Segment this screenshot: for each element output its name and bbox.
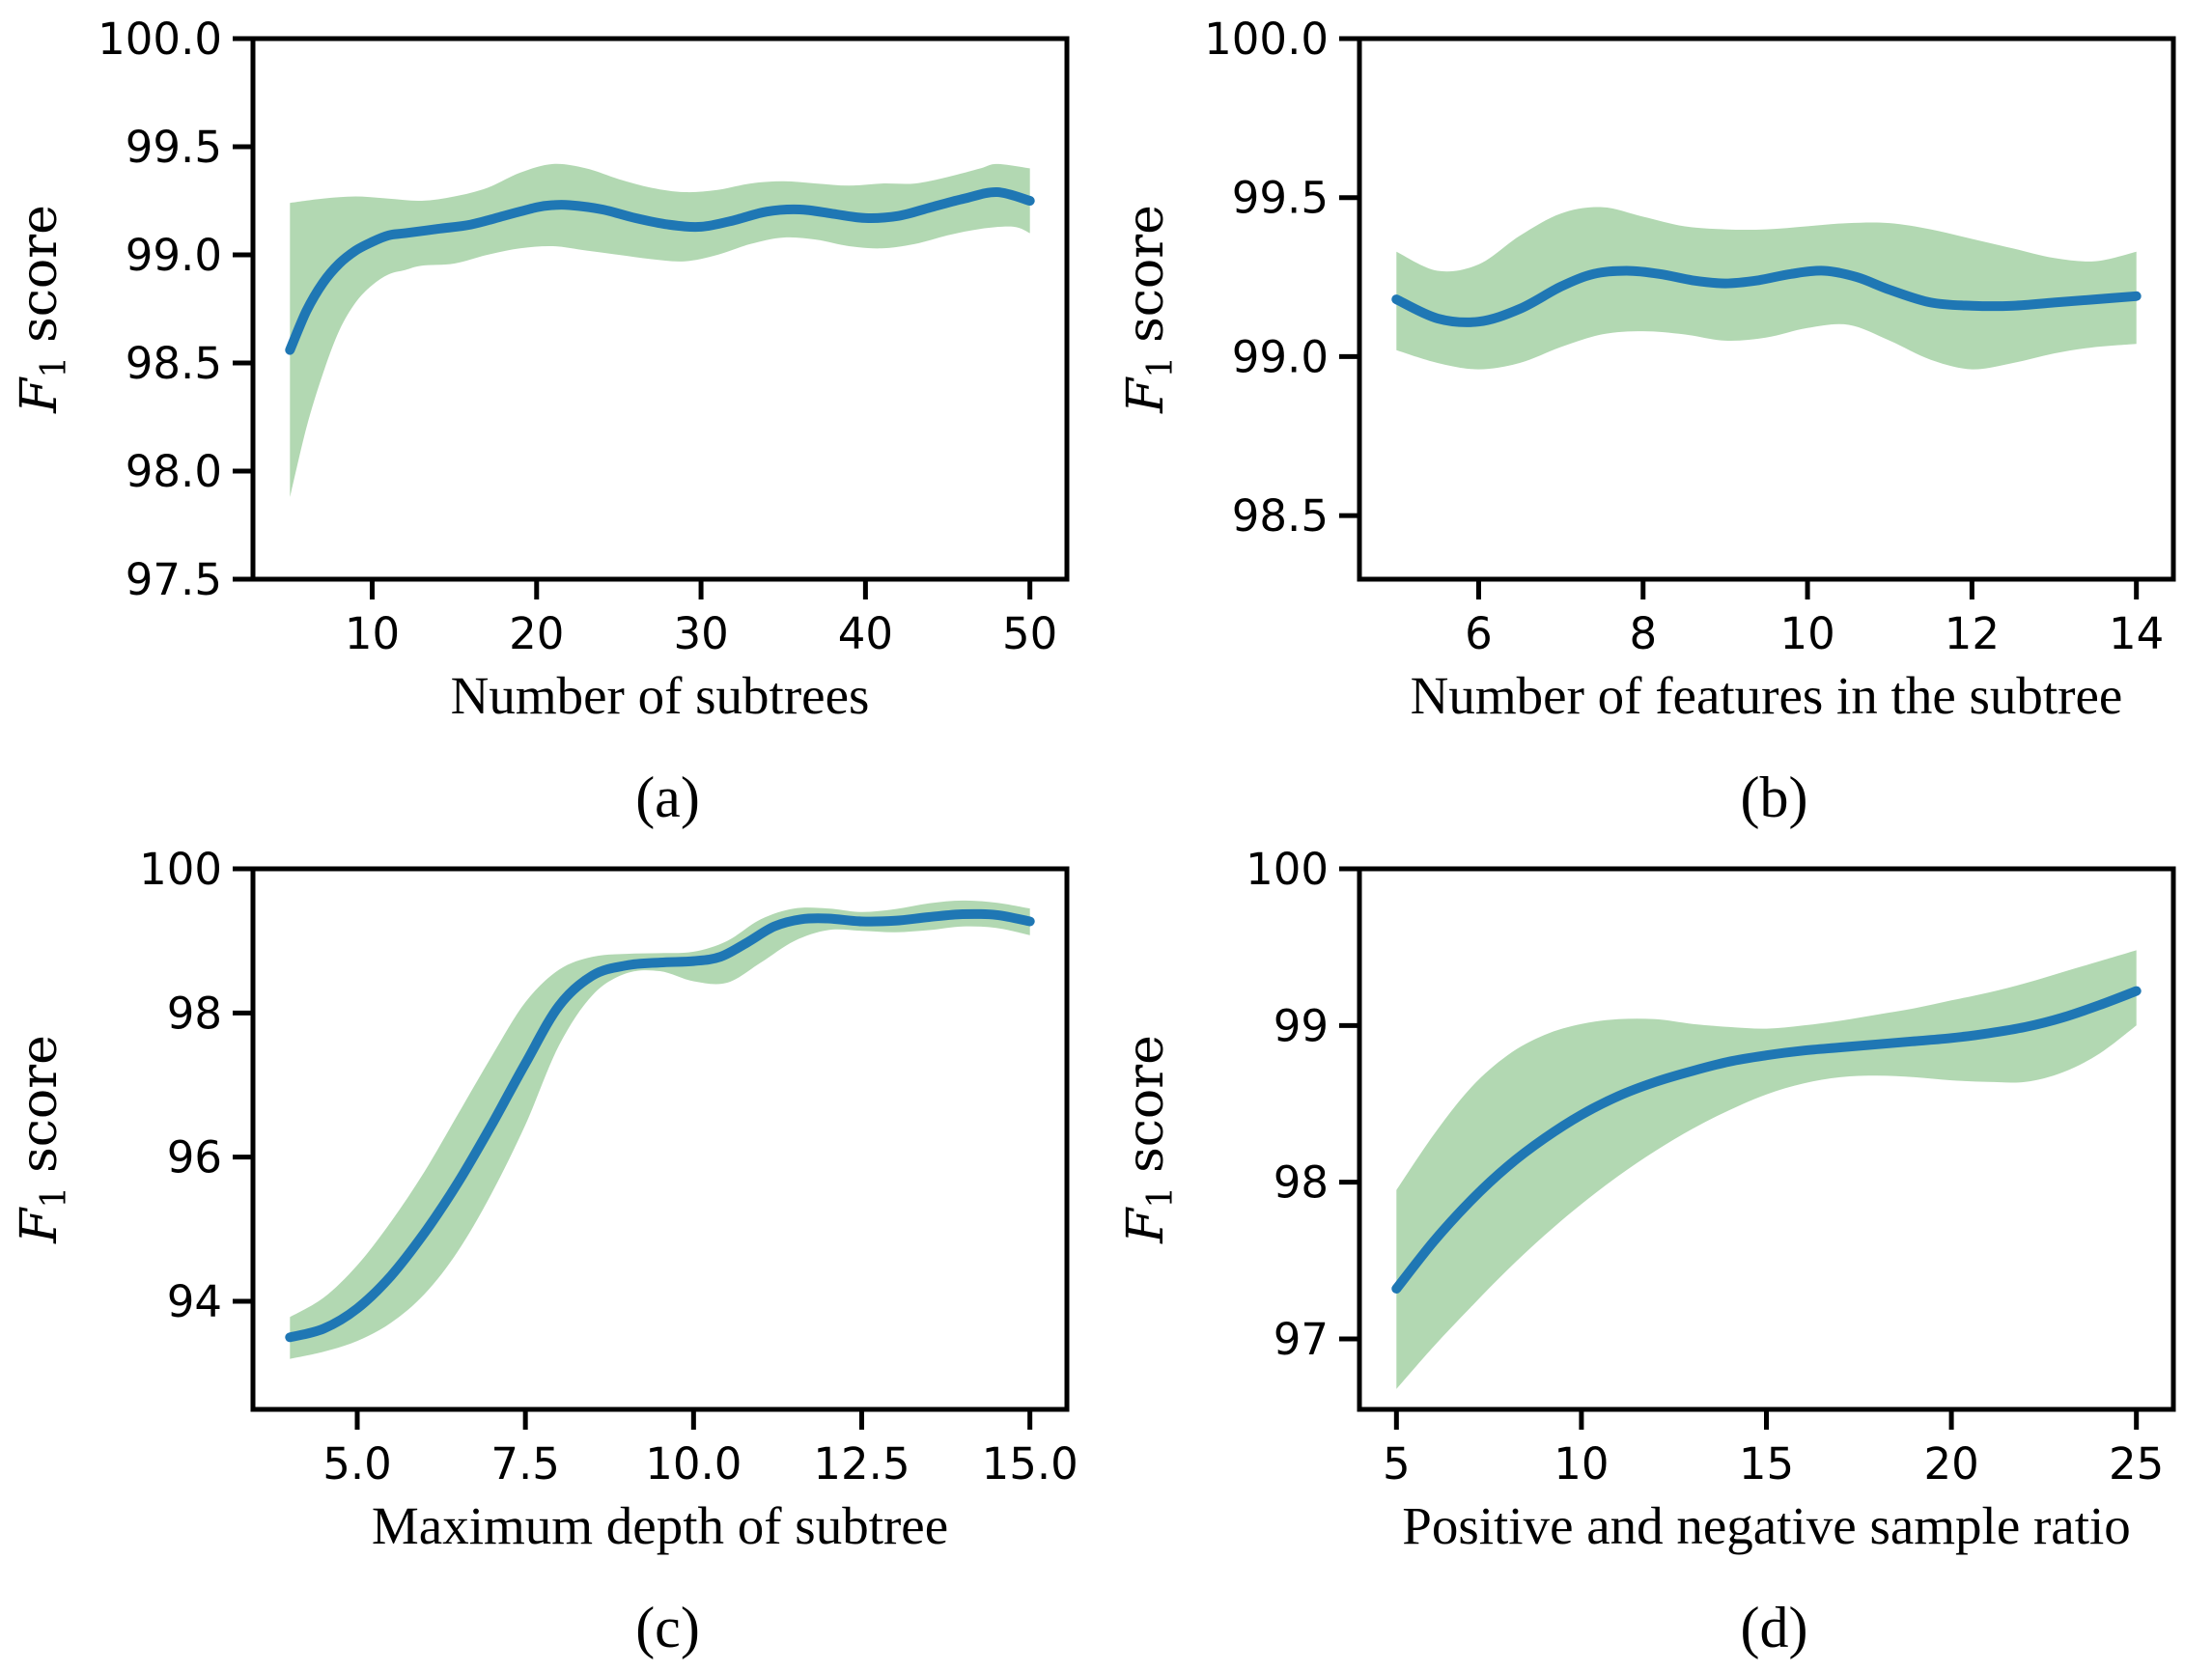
axes-frame: [250, 866, 1070, 1412]
tick-label: 97: [1274, 1314, 1329, 1365]
tick-label: 20: [509, 608, 564, 659]
y-axis-label: F1score: [1117, 205, 1181, 414]
tick-label: 98: [1274, 1157, 1329, 1209]
y-axis-label: F1score: [1117, 1035, 1181, 1244]
tick-label: 99.5: [126, 122, 222, 173]
tick-label: 5: [1383, 1438, 1411, 1490]
tick-label: 50: [1002, 608, 1057, 659]
f1-score-line: [285, 187, 1035, 355]
tick-label: 100: [1246, 844, 1329, 895]
caption-b: (b): [1741, 766, 1808, 829]
confidence-band: [1396, 950, 2137, 1389]
axis-ticks: 10 20 30 40 50 100.0 99.5 99.0 98.5 98.0 97.5: [98, 14, 1057, 659]
f1-score-line: [285, 908, 1035, 1343]
tick-label: 99.0: [126, 230, 222, 281]
tick-label: 14: [2109, 608, 2164, 659]
tick-label: 100.0: [1204, 14, 1329, 65]
y-axis-label: F1score: [11, 205, 74, 414]
x-axis-label: Number of features in the subtree: [1411, 666, 2123, 725]
y-axis-label: F1score: [11, 1035, 74, 1244]
axis-ticks: 5 10 15 20 25 100 99 98 97: [1246, 844, 2164, 1490]
tick-label: 96: [167, 1132, 222, 1184]
tick-label: 40: [838, 608, 893, 659]
confidence-band: [1396, 207, 2137, 370]
x-axis-label: Positive and negative sample ratio: [1402, 1496, 2131, 1555]
x-axis-label: Number of subtrees: [451, 666, 870, 725]
tick-label: 99.0: [1232, 331, 1329, 382]
tick-label: 20: [1923, 1438, 1978, 1490]
tick-label: 94: [167, 1276, 222, 1327]
axes-frame: [1357, 36, 2176, 582]
tick-label: 98.0: [126, 446, 222, 497]
tick-label: 99.5: [1232, 173, 1329, 224]
confidence-band: [290, 900, 1030, 1359]
tick-label: 25: [2109, 1438, 2164, 1490]
f1-score-line: [1391, 986, 2142, 1294]
x-axis-label: Maximum depth of subtree: [372, 1496, 948, 1555]
tick-label: 8: [1629, 608, 1657, 659]
tick-label: 98: [167, 988, 222, 1039]
tick-label: 10: [1779, 608, 1834, 659]
tick-label: 15: [1739, 1438, 1794, 1490]
tick-label: 6: [1465, 608, 1493, 659]
axes-frame: [1357, 866, 2176, 1412]
subplot-b: 6 8 10 12 14 100.0 99.5 99.0 98.5 Number of feat…: [1117, 14, 2176, 829]
caption-c: (c): [635, 1596, 700, 1659]
tick-label: 30: [673, 608, 728, 659]
tick-label: 100: [139, 844, 222, 895]
f1-score-line: [1391, 265, 2142, 327]
subplot-c: 5.0 7.5 10.0 12.5 15.0 100 98 96 94 Maximum dept…: [11, 844, 1078, 1659]
tick-label: 10: [345, 608, 400, 659]
axis-ticks: 5.0 7.5 10.0 12.5 15.0 100 98 96 94: [139, 844, 1078, 1490]
axes-frame: [250, 36, 1070, 582]
tick-label: 97.5: [126, 554, 222, 605]
confidence-band: [290, 163, 1030, 497]
axis-ticks: 6 8 10 12 14 100.0 99.5 99.0 98.5: [1204, 14, 2164, 659]
caption-d: (d): [1741, 1596, 1808, 1659]
caption-a: (a): [635, 766, 700, 829]
tick-label: 100.0: [98, 14, 222, 65]
tick-label: 15.0: [982, 1438, 1078, 1490]
tick-label: 12: [1945, 608, 2000, 659]
subplot-a: 10 20 30 40 50 100.0 99.5 99.0 98.5 98.0 97.5 Numb…: [11, 14, 1070, 829]
tick-label: 98.5: [1232, 490, 1329, 542]
tick-label: 98.5: [126, 338, 222, 389]
tick-label: 5.0: [322, 1438, 392, 1490]
tick-label: 7.5: [490, 1438, 560, 1490]
tick-label: 10: [1554, 1438, 1609, 1490]
tick-label: 12.5: [813, 1438, 910, 1490]
tick-label: 99: [1274, 1000, 1329, 1051]
tick-label: 10.0: [645, 1438, 742, 1490]
subplot-d: 5 10 15 20 25 100 99 98 97 Positive and negative…: [1117, 844, 2176, 1659]
